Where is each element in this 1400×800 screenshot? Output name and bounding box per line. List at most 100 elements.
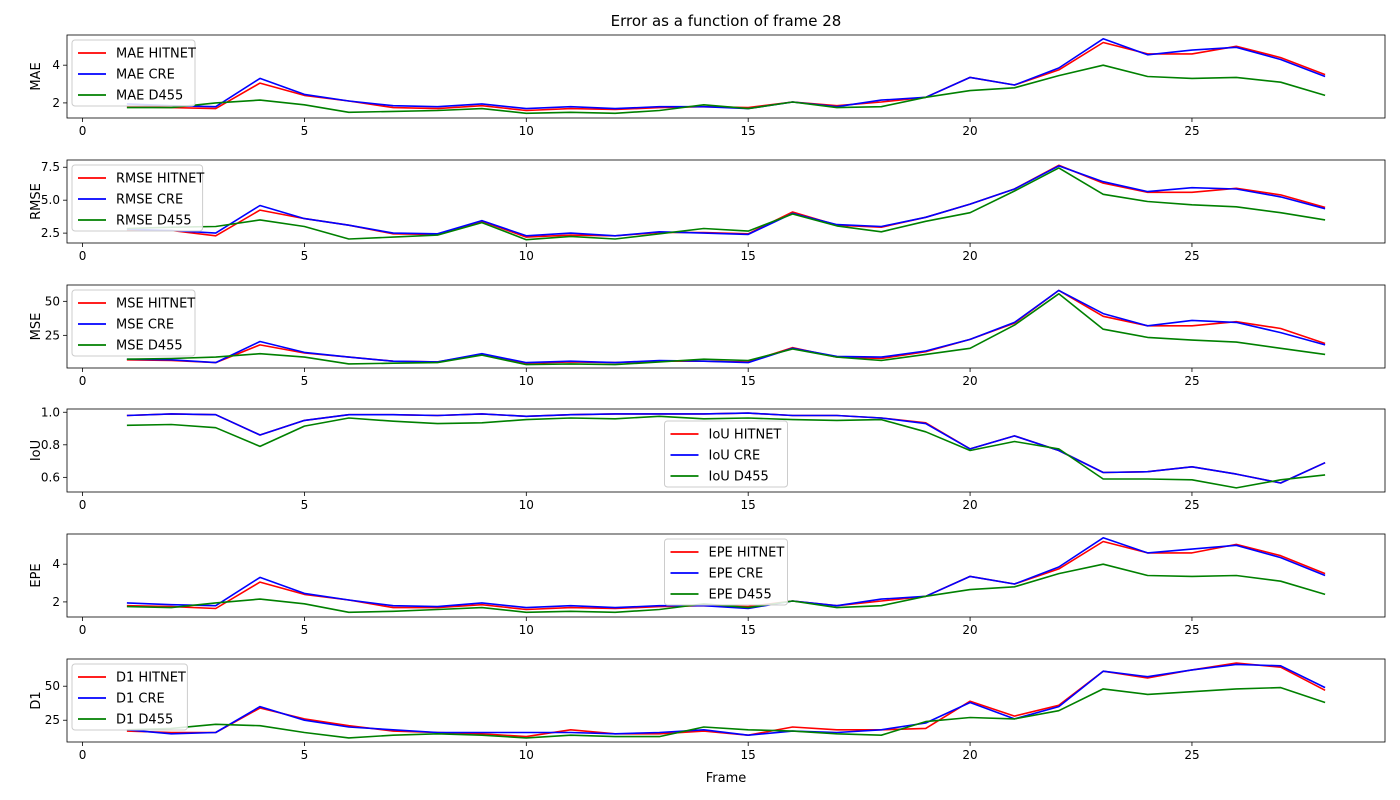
legend-label: EPE CRE	[709, 567, 764, 582]
legend-label: RMSE CRE	[116, 193, 183, 208]
legend-label: MAE CRE	[116, 68, 175, 83]
y-axis-label: MSE	[29, 313, 44, 341]
legend-label: RMSE D455	[116, 214, 192, 229]
series-line-mae-cre	[126, 37, 1326, 110]
legend-label: MSE CRE	[116, 318, 174, 333]
series-group	[126, 164, 1326, 241]
y-tick-label: 25	[45, 713, 60, 727]
y-tick-label: 7.5	[41, 160, 60, 174]
y-tick-label: 25	[45, 328, 60, 342]
legend: IoU HITNET IoU CRE IoU D455	[664, 420, 788, 488]
series-line-epe-d455	[126, 563, 1326, 614]
y-tick-label: 2	[52, 96, 60, 110]
legend: RMSE HITNET RMSE CRE RMSE D455	[71, 164, 204, 232]
y-tick-label: 2.5	[41, 226, 60, 240]
series-line-epe-cre	[126, 536, 1326, 610]
legend-label: D1 CRE	[116, 692, 165, 707]
subplot-rmse: 0 5 10 15 20 25 2.5 5.0 7.5 RMSE RMSE HITNET RMSE C…	[29, 159, 1386, 263]
x-tick-label: 10	[519, 124, 534, 138]
y-tick-label: 2	[52, 595, 60, 609]
x-tick-label: 15	[741, 374, 756, 388]
x-tick-label: 5	[301, 374, 309, 388]
x-tick-label: 15	[741, 623, 756, 637]
series-line-mse-cre	[126, 289, 1326, 364]
x-tick-label: 25	[1184, 374, 1199, 388]
axes-frame	[66, 658, 1386, 743]
x-tick-label: 20	[962, 498, 977, 512]
x-tick-label: 25	[1184, 748, 1199, 762]
axes-frame	[66, 533, 1386, 618]
legend-label: MSE D455	[116, 339, 183, 354]
series-line-iou-d455	[126, 415, 1326, 489]
x-tick-label: 20	[962, 249, 977, 263]
x-tick-label: 15	[741, 748, 756, 762]
legend-label: IoU D455	[709, 470, 769, 485]
x-tick-label: 20	[962, 623, 977, 637]
legend-box	[664, 420, 788, 488]
legend-label: RMSE HITNET	[116, 172, 204, 187]
legend-label: D1 HITNET	[116, 671, 186, 686]
legend-label: IoU CRE	[709, 449, 761, 464]
y-axis-label: RMSE	[29, 183, 44, 220]
legend: MAE HITNET MAE CRE MAE D455	[71, 39, 196, 107]
series-line-iou-cre	[126, 412, 1326, 484]
series-line-rmse-cre	[126, 165, 1326, 237]
x-tick-label: 25	[1184, 124, 1199, 138]
x-tick-label: 15	[741, 124, 756, 138]
legend-label: MAE HITNET	[116, 47, 196, 62]
legend-label: EPE D455	[709, 588, 772, 603]
y-tick-label: 0.6	[41, 470, 60, 484]
series-group	[126, 412, 1326, 489]
legend-label: IoU HITNET	[709, 428, 782, 443]
x-tick-label: 0	[79, 124, 87, 138]
x-tick-label: 5	[301, 498, 309, 512]
x-tick-label: 25	[1184, 249, 1199, 263]
x-tick-label: 20	[962, 124, 977, 138]
series-group	[126, 37, 1326, 115]
x-tick-label: 0	[79, 748, 87, 762]
axes-frame	[66, 408, 1386, 493]
legend-box	[71, 289, 196, 357]
x-tick-label: 10	[519, 623, 534, 637]
subplot-mae: 0 5 10 15 20 25 2 4 MAE MAE HITNET MAE CRE MAE D455	[29, 34, 1386, 138]
x-tick-label: 20	[962, 748, 977, 762]
x-tick-label: 15	[741, 249, 756, 263]
x-tick-label: 20	[962, 374, 977, 388]
x-tick-label: 25	[1184, 498, 1199, 512]
y-tick-label: 1.0	[41, 405, 60, 419]
x-tick-label: 15	[741, 498, 756, 512]
legend-label: D1 D455	[116, 713, 173, 728]
y-tick-label: 4	[52, 58, 60, 72]
legend: D1 HITNET D1 CRE D1 D455	[71, 663, 188, 731]
y-axis-label: D1	[29, 691, 44, 709]
series-line-d1-d455	[126, 686, 1326, 739]
subplot-epe: 0 5 10 15 20 25 2 4 EPE EPE HITNET EPE CRE EPE D455	[29, 533, 1386, 637]
axes-frame	[66, 34, 1386, 119]
x-tick-label: 5	[301, 249, 309, 263]
x-tick-label: 5	[301, 124, 309, 138]
y-tick-label: 50	[45, 294, 60, 308]
legend-box	[71, 39, 196, 107]
x-tick-label: 0	[79, 374, 87, 388]
legend-label: MAE D455	[116, 89, 183, 104]
x-tick-label: 5	[301, 748, 309, 762]
y-axis-label: MAE	[29, 62, 44, 90]
x-tick-label: 10	[519, 249, 534, 263]
x-tick-label: 0	[79, 249, 87, 263]
y-tick-label: 4	[52, 557, 60, 571]
x-tick-label: 25	[1184, 623, 1199, 637]
x-axis-label: Frame	[706, 771, 747, 786]
legend-box	[71, 663, 188, 731]
x-tick-label: 10	[519, 748, 534, 762]
series-line-mse-d455	[126, 292, 1326, 366]
y-tick-label: 0.8	[41, 438, 60, 452]
x-tick-label: 10	[519, 374, 534, 388]
series-line-rmse-d455	[126, 167, 1326, 241]
legend: MSE HITNET MSE CRE MSE D455	[71, 289, 196, 357]
x-tick-label: 0	[79, 498, 87, 512]
legend: EPE HITNET EPE CRE EPE D455	[664, 538, 788, 606]
